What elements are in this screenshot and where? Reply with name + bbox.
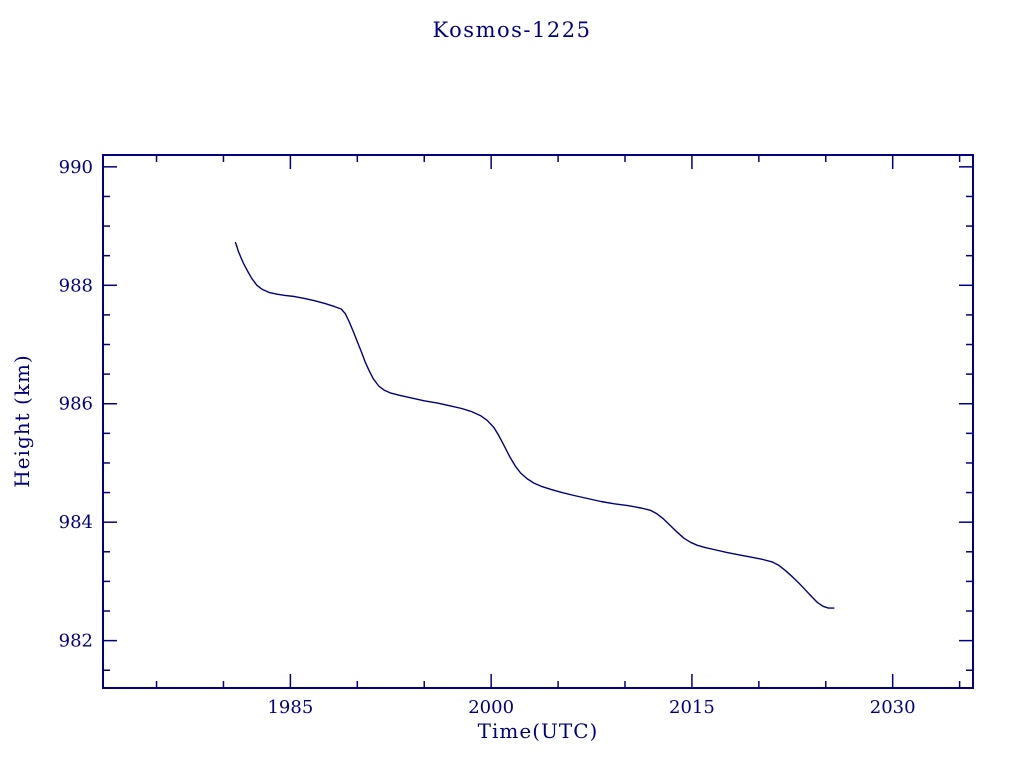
y-tick-label: 986 [59,394,93,415]
x-tick-label: 1985 [267,697,313,718]
x-axis-label: Time(UTC) [477,719,599,743]
y-tick-label: 990 [59,157,93,178]
x-tick-label: 2015 [669,697,715,718]
y-tick-label: 984 [59,512,93,533]
y-tick-label: 982 [59,631,93,652]
height-line-series [234,241,835,609]
x-tick-label: 2030 [870,697,916,718]
chart-title: Kosmos-1225 [432,18,592,42]
y-tick-label: 988 [59,275,93,296]
axis-frame [102,154,974,689]
x-tick-label: 2000 [468,697,514,718]
